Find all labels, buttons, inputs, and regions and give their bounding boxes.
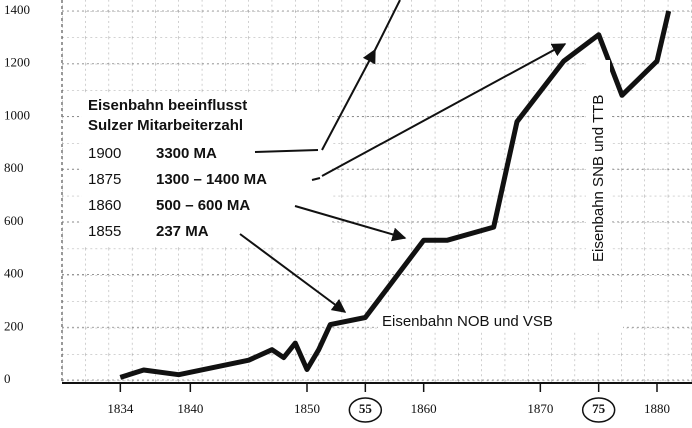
- annotation-heading: Eisenbahn beeinflusst: [88, 97, 247, 114]
- annotation-year: 1855: [88, 223, 121, 240]
- tick-circle: [581, 397, 616, 423]
- y-tick-label: 800: [4, 160, 24, 175]
- annotation-box: [378, 310, 623, 332]
- annotation-year: 1860: [88, 197, 121, 214]
- annotations: Eisenbahn beeinflusst Sulzer Mitarbeiter…: [82, 0, 623, 332]
- x-tick-label: 55: [359, 401, 373, 416]
- arrows: [239, 0, 567, 313]
- annotation-count: 1300 – 1400 MA: [156, 171, 267, 188]
- annotation-nob: Eisenbahn NOB und VSB: [382, 313, 553, 330]
- x-tick-label: 1850: [294, 401, 320, 416]
- y-tick-label: 200: [4, 318, 24, 333]
- x-tick-label: 1870: [527, 401, 553, 416]
- annotation-box: [82, 95, 332, 245]
- y-tick-label: 1400: [4, 2, 30, 17]
- annotation-count: 3300 MA: [156, 145, 217, 162]
- y-tick-label: 400: [4, 266, 24, 281]
- annotation-heading: Sulzer Mitarbeiterzahl: [88, 117, 243, 134]
- x-tick-label: 1840: [177, 401, 203, 416]
- annotation-year: 1875: [88, 171, 121, 188]
- x-tick-label: 1834: [107, 401, 134, 416]
- x-tick-label: 1860: [411, 401, 437, 416]
- x-tick-label: 75: [592, 401, 606, 416]
- annotation-snb: Eisenbahn SNB und TTB: [590, 95, 607, 262]
- x-tick-label: 1880: [644, 401, 670, 416]
- tick-circle: [348, 397, 383, 423]
- y-tick-label: 1000: [4, 107, 30, 122]
- y-tick-label: 0: [4, 371, 11, 386]
- annotation-count: 237 MA: [156, 223, 209, 240]
- annotation-count: 500 – 600 MA: [156, 197, 250, 214]
- annotation-box: [586, 60, 610, 265]
- y-tick-label: 1200: [4, 55, 30, 70]
- data-line: [119, 10, 672, 380]
- y-tick-label: 600: [4, 213, 24, 228]
- annotation-year: 1900: [88, 145, 121, 162]
